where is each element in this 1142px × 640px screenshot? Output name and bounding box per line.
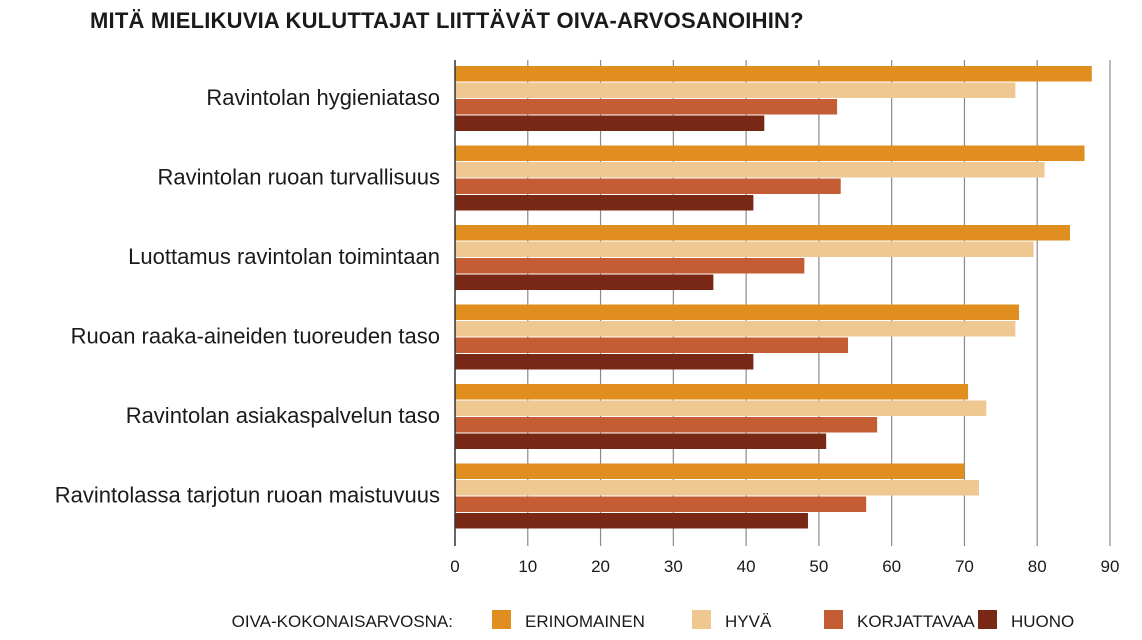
- legend-title: OIVA-KOKONAISARVOSNA:: [232, 612, 453, 631]
- category-label: Ravintolan hygieniataso: [206, 85, 440, 110]
- category-label: Ruoan raaka-aineiden tuoreuden taso: [71, 324, 440, 349]
- category-label: Luottamus ravintolan toimintaan: [128, 244, 440, 269]
- legend-label: ERINOMAINEN: [525, 612, 645, 631]
- bar-huono-1: [455, 195, 754, 211]
- chart-title: MITÄ MIELIKUVIA KULUTTAJAT LIITTÄVÄT OIV…: [90, 8, 804, 33]
- category-label: Ravintolan ruoan turvallisuus: [158, 165, 441, 190]
- x-tick-label: 80: [1028, 557, 1047, 576]
- legend-label: HYVÄ: [725, 612, 772, 631]
- legend-swatch-huono: [978, 610, 997, 629]
- bar-hyvä-4: [455, 400, 987, 416]
- bar-huono-2: [455, 274, 714, 290]
- category-label: Ravintolan asiakaspalvelun taso: [126, 403, 440, 428]
- bar-hyvä-1: [455, 162, 1045, 178]
- x-tick-label: 30: [664, 557, 683, 576]
- x-tick-label: 50: [809, 557, 828, 576]
- x-tick-label: 0: [450, 557, 459, 576]
- bar-huono-5: [455, 513, 808, 529]
- bar-korjattavaa-5: [455, 496, 867, 512]
- bar-hyvä-3: [455, 321, 1016, 337]
- bar-erinomainen-3: [455, 304, 1020, 320]
- bar-huono-4: [455, 433, 827, 449]
- bar-erinomainen-1: [455, 145, 1085, 161]
- bar-erinomainen-4: [455, 384, 969, 400]
- bar-erinomainen-0: [455, 66, 1092, 82]
- legend-label: HUONO: [1011, 612, 1074, 631]
- x-tick-label: 90: [1101, 557, 1120, 576]
- x-tick-label: 60: [882, 557, 901, 576]
- bar-korjattavaa-2: [455, 258, 805, 274]
- legend-label: KORJATTAVAA: [857, 612, 975, 631]
- legend-swatch-korjattavaa: [824, 610, 843, 629]
- bar-korjattavaa-1: [455, 178, 841, 194]
- bar-korjattavaa-0: [455, 99, 838, 115]
- x-tick-label: 10: [518, 557, 537, 576]
- x-tick-label: 20: [591, 557, 610, 576]
- x-tick-label: 70: [955, 557, 974, 576]
- x-tick-label: 40: [737, 557, 756, 576]
- bar-huono-0: [455, 115, 765, 131]
- bar-erinomainen-2: [455, 225, 1070, 241]
- bar-korjattavaa-4: [455, 417, 878, 433]
- bar-huono-3: [455, 354, 754, 370]
- legend-swatch-erinomainen: [492, 610, 511, 629]
- bar-erinomainen-5: [455, 463, 965, 479]
- bar-korjattavaa-3: [455, 337, 848, 353]
- bar-hyvä-2: [455, 241, 1034, 257]
- category-label: Ravintolassa tarjotun ruoan maistuvuus: [55, 483, 440, 508]
- bar-hyvä-5: [455, 480, 979, 496]
- legend-swatch-hyvä: [692, 610, 711, 629]
- bar-hyvä-0: [455, 82, 1016, 98]
